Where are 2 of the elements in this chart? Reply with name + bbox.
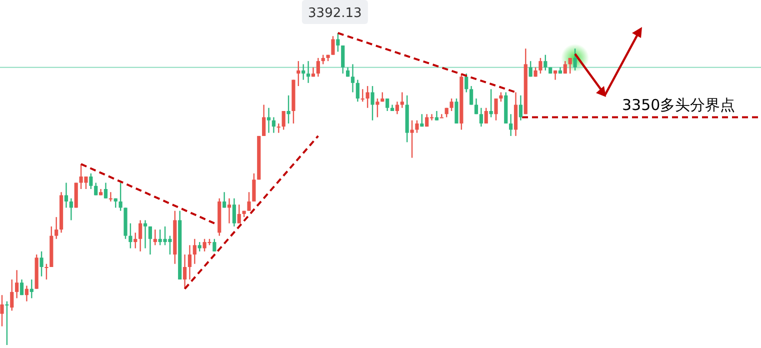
ref-line-label: 3350多头分界点	[622, 96, 736, 114]
text: 3392.13	[308, 6, 362, 21]
